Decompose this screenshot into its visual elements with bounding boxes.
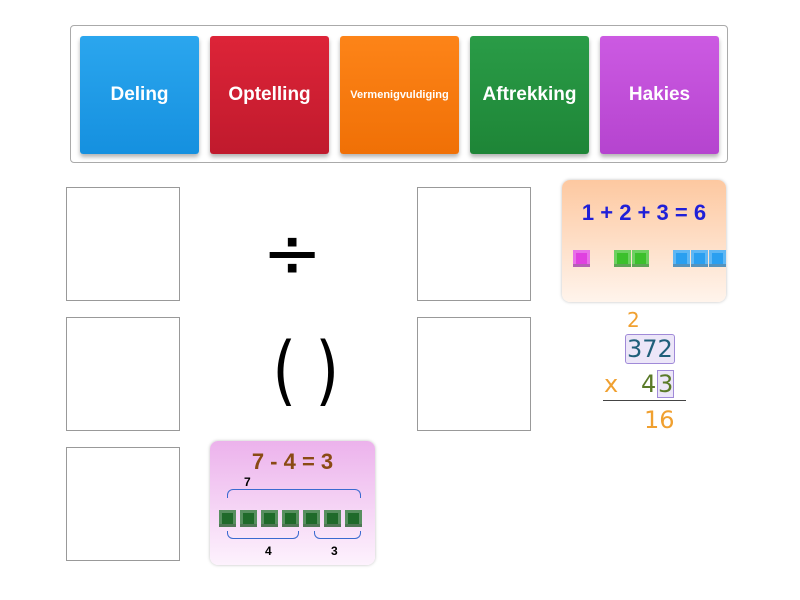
- part-a-brace: [227, 531, 299, 539]
- tile-vermenigvuldiging[interactable]: Vermenigvuldiging: [340, 36, 459, 154]
- times-sign: x: [604, 370, 619, 398]
- bottom-tens: 4: [641, 370, 657, 398]
- total-brace: [227, 489, 361, 498]
- green-blocks: [219, 510, 363, 532]
- brackets-symbol: ( ): [272, 325, 340, 414]
- block-icon: [345, 510, 362, 527]
- block-icon: [282, 510, 299, 527]
- partial-result: 16: [644, 406, 675, 434]
- block-icon: [631, 250, 649, 267]
- part-b-brace: [314, 531, 361, 539]
- subtraction-image: 7 - 4 = 3 7 4 3: [210, 441, 375, 565]
- drop-slot-4[interactable]: [417, 187, 531, 301]
- block-icon: [240, 510, 257, 527]
- drop-slot-5[interactable]: [417, 317, 531, 431]
- block-icon: [303, 510, 320, 527]
- drop-slot-3[interactable]: [66, 447, 180, 561]
- part-a-label: 4: [265, 544, 272, 558]
- tile-deling[interactable]: Deling: [80, 36, 199, 154]
- tile-aftrekking[interactable]: Aftrekking: [470, 36, 589, 154]
- answer-tray: [70, 25, 728, 163]
- bottom-ones: 3: [657, 370, 675, 398]
- tile-optelling[interactable]: Optelling: [210, 36, 329, 154]
- multiplication-image: 2 372 x 4 3 16: [600, 308, 695, 443]
- block-icon: [613, 250, 631, 267]
- block-icon: [672, 250, 690, 267]
- subtraction-equation: 7 - 4 = 3: [251, 449, 334, 474]
- total-label: 7: [244, 475, 251, 489]
- drop-slot-2[interactable]: [66, 317, 180, 431]
- top-number: 372: [625, 334, 675, 364]
- block-icon: [708, 250, 726, 267]
- tile-hakies[interactable]: Hakies: [600, 36, 719, 154]
- division-symbol: ÷: [262, 211, 323, 295]
- block-icon: [690, 250, 708, 267]
- part-b-label: 3: [331, 544, 338, 558]
- addition-equation: 1 + 2 + 3 = 6: [581, 200, 707, 225]
- sum-line: [603, 400, 686, 401]
- drop-slot-1[interactable]: [66, 187, 180, 301]
- addition-image: 1 + 2 + 3 = 6: [562, 180, 726, 302]
- carry-digit: 2: [627, 308, 640, 332]
- addition-blocks: [573, 250, 727, 272]
- block-icon: [324, 510, 341, 527]
- block-icon: [573, 250, 590, 267]
- block-icon: [261, 510, 278, 527]
- block-icon: [219, 510, 236, 527]
